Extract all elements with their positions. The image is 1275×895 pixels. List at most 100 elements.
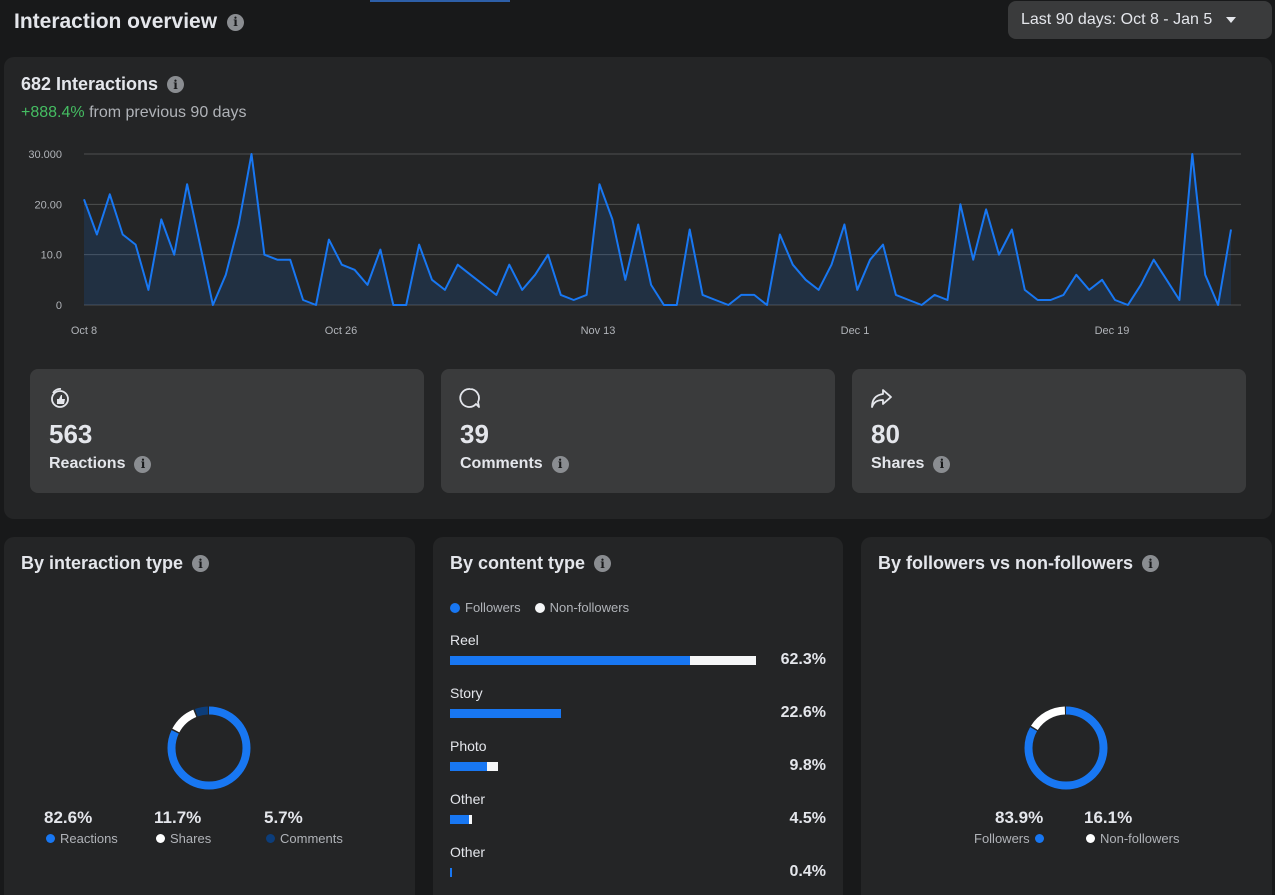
followers-pct: 83.9% <box>995 808 1044 827</box>
info-icon[interactable]: i <box>933 455 951 473</box>
bar-segment-followers <box>450 709 561 718</box>
comments-pct: 5.7% <box>264 808 303 827</box>
comments-dot <box>266 834 275 843</box>
by-followers-card: By followers vs non-followers i 83.9% Fo… <box>861 537 1272 895</box>
panel-title: By content type i <box>450 553 612 574</box>
by-interaction-type-card: By interaction type i 82.6% Reactions 11… <box>4 537 415 895</box>
interaction-type-donut <box>167 706 251 790</box>
shares-pct: 11.7% <box>154 808 202 827</box>
non-followers-pct: 16.1% <box>1084 808 1133 827</box>
info-icon[interactable]: i <box>167 76 185 93</box>
content-bar-row: Photo 9.8% <box>450 738 826 786</box>
info-icon[interactable]: i <box>227 13 245 31</box>
bar-percent: 62.3% <box>780 651 826 668</box>
reactions-dot <box>46 834 55 843</box>
non-followers-legend-text: Non-followers <box>1100 831 1180 846</box>
followers-legend: Followers <box>450 600 521 615</box>
panel-title-text: By interaction type <box>21 553 184 573</box>
non-followers-legend: Non-followers <box>534 600 629 615</box>
info-icon[interactable]: i <box>594 555 612 572</box>
bar-track <box>450 815 473 824</box>
y-tick-label: 10.0 <box>41 250 62 262</box>
bar-segment-followers <box>450 762 488 771</box>
y-tick-label: 30.000 <box>28 149 62 161</box>
info-icon[interactable]: i <box>192 555 210 572</box>
comments-count: 39 <box>460 419 489 449</box>
reactions-pct: 82.6% <box>44 808 93 827</box>
x-tick-label: Dec 1 <box>841 325 870 337</box>
comment-icon <box>459 388 480 408</box>
shares-legend-text: Shares <box>170 831 212 846</box>
series-area <box>84 154 1231 305</box>
comments-legend: Comments <box>266 831 343 846</box>
interactions-total-label: 682 Interactions <box>21 74 159 94</box>
reactions-legend-text: Reactions <box>60 831 118 846</box>
followers-donut <box>1024 706 1108 790</box>
shares-legend: Shares <box>156 831 211 846</box>
interactions-change: +888.4% from previous 90 days <box>21 104 246 122</box>
info-icon[interactable]: i <box>551 455 569 473</box>
interactions-line-chart: 0 10.0 20.00 30.000 Oct 8 Oct 26 Nov 13 Dec 1 De… <box>28 149 1241 337</box>
date-range-dropdown[interactable]: Last 90 days: Oct 8 - Jan 5 <box>1008 1 1272 39</box>
bar-percent: 4.5% <box>789 810 826 827</box>
non-followers-dot <box>534 602 545 613</box>
bar-label: Other <box>450 791 486 807</box>
info-icon[interactable]: i <box>134 455 152 473</box>
panel-title-text: By followers vs non-followers <box>878 553 1134 573</box>
bar-label: Photo <box>450 738 487 754</box>
bar-label: Story <box>450 685 483 701</box>
comments-legend-text: Comments <box>280 831 343 846</box>
bar-percent: 22.6% <box>780 704 826 721</box>
content-bar-row: Reel 62.3% <box>450 632 826 680</box>
shares-dot <box>156 834 165 843</box>
reactions-label-text: Reactions <box>49 455 126 472</box>
shares-stat: 80 Shares i <box>852 369 1246 493</box>
interactions-card: 682 Interactions i +888.4% from previous… <box>4 57 1272 519</box>
bar-track <box>450 762 499 771</box>
content-bar-row: Story 22.6% <box>450 685 826 733</box>
followers-dot <box>1034 834 1044 843</box>
bar-label: Other <box>450 844 486 860</box>
x-tick-label: Oct 8 <box>71 325 97 337</box>
share-icon <box>871 389 892 408</box>
comments-label-text: Comments <box>460 455 543 472</box>
bar-segment-followers <box>450 815 470 824</box>
reactions-count: 563 <box>49 419 93 449</box>
comments-stat: 39 Comments i <box>441 369 835 493</box>
x-tick-label: Nov 13 <box>581 325 616 337</box>
date-range-label: Last 90 days: Oct 8 - Jan 5 <box>1021 11 1213 28</box>
bar-segment-non-followers <box>690 656 756 665</box>
page-title: Interaction overview <box>14 10 218 33</box>
non-followers-legend-right: Non-followers <box>1086 831 1179 846</box>
bar-track <box>450 709 561 718</box>
top-accent-bar <box>370 0 510 2</box>
series-line <box>83 153 1232 306</box>
non-followers-dot <box>1086 834 1095 843</box>
reactions-label: Reactions i <box>49 455 152 473</box>
caret-down-icon <box>1226 17 1237 23</box>
x-tick-label: Dec 19 <box>1095 325 1130 337</box>
followers-legend-text: Followers <box>465 600 521 615</box>
change-suffix: from previous 90 days <box>89 104 247 121</box>
panel-title-text: By content type <box>450 553 586 573</box>
panel-title: By followers vs non-followers i <box>878 553 1160 574</box>
shares-label-text: Shares <box>871 455 925 472</box>
donut-segment-reactions <box>167 706 251 790</box>
panel-title: By interaction type i <box>21 553 210 574</box>
bar-segment-non-followers <box>469 815 473 824</box>
reactions-icon <box>51 388 69 408</box>
followers-dot <box>450 602 460 613</box>
change-percent: +888.4% <box>21 104 85 121</box>
info-icon[interactable]: i <box>1142 555 1160 572</box>
followers-legend-text: Followers <box>974 831 1030 846</box>
donut-segment-followers <box>1024 706 1108 790</box>
x-tick-label: Oct 26 <box>325 325 357 337</box>
shares-count: 80 <box>871 419 900 449</box>
y-tick-label: 0 <box>56 300 62 312</box>
bar-segment-non-followers <box>487 762 499 771</box>
reactions-stat: 563 Reactions i <box>30 369 424 493</box>
bar-segment-followers <box>450 868 452 877</box>
bar-track <box>450 656 756 665</box>
bar-track <box>450 868 452 877</box>
bar-label: Reel <box>450 632 479 648</box>
